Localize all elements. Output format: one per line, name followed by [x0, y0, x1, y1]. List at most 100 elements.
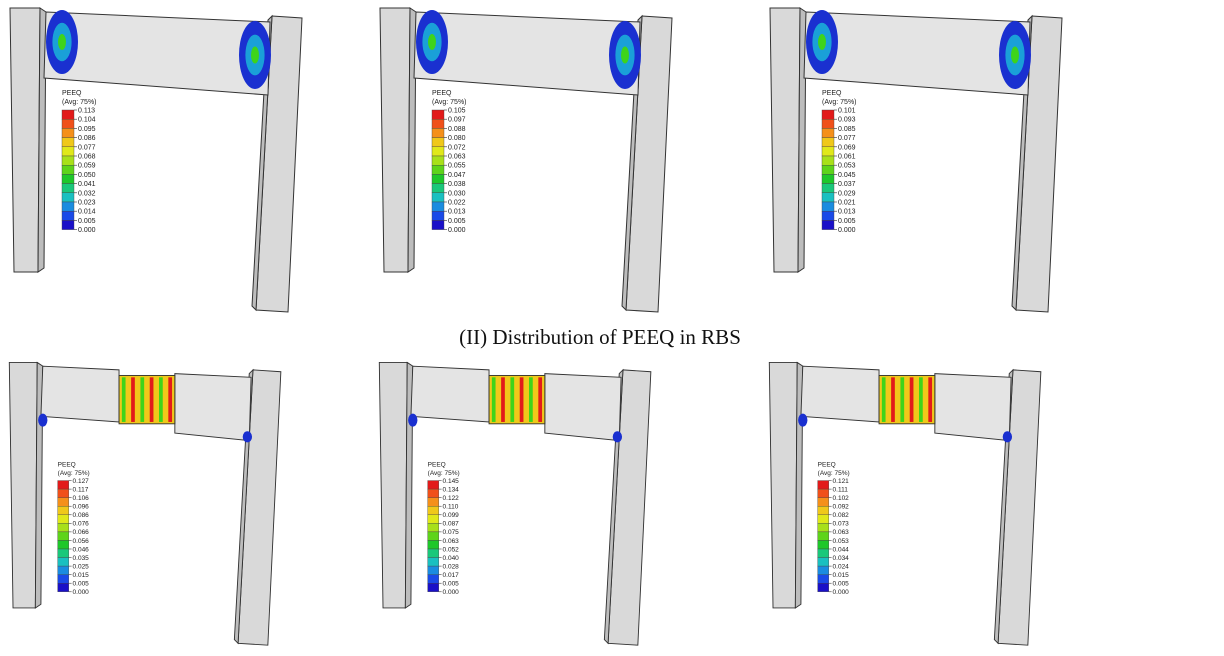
legend-label: 0.000: [443, 589, 460, 596]
plastic-zone: [621, 47, 629, 64]
legend-label: 0.117: [73, 486, 89, 493]
rbs-stripe: [122, 377, 126, 422]
legend-label: 0.085: [838, 126, 856, 133]
beam: [414, 12, 640, 95]
legend-band: [818, 481, 829, 490]
legend-subtitle: (Avg: 75%): [62, 99, 97, 106]
legend-label: 0.032: [78, 190, 96, 197]
rbs-stripe: [131, 377, 135, 422]
legend-label: 0.017: [443, 572, 460, 579]
legend-label: 0.028: [443, 563, 460, 570]
rbs-stripe: [501, 377, 505, 422]
legend-band: [62, 147, 74, 156]
legend-band: [822, 202, 834, 211]
legend-band: [58, 532, 69, 541]
legend-label: 0.145: [443, 478, 460, 485]
legend-label: 0.005: [443, 581, 460, 588]
left-column: [770, 8, 800, 272]
legend-title: PEEQ: [822, 90, 842, 97]
legend-label: 0.053: [833, 538, 850, 545]
legend-band: [818, 549, 829, 558]
legend-band: [58, 498, 69, 507]
legend-band: [432, 156, 444, 165]
legend-label: 0.014: [78, 209, 96, 216]
legend-label: 0.134: [443, 486, 460, 493]
legend-band: [432, 128, 444, 137]
legend-label: 0.005: [73, 581, 90, 588]
legend-band: [822, 220, 834, 229]
legend-band: [432, 165, 444, 174]
legend-label: 0.105: [448, 108, 466, 115]
legend-label: 0.013: [448, 209, 466, 216]
legend-band: [428, 506, 439, 515]
legend-label: 0.099: [443, 512, 460, 519]
legend-band: [428, 540, 439, 549]
legend-label: 0.086: [73, 512, 90, 519]
legend-band: [428, 549, 439, 558]
legend-band: [822, 128, 834, 137]
legend-label: 0.005: [78, 218, 96, 225]
rbs-stripe: [538, 377, 542, 422]
legend-label: 0.056: [73, 538, 90, 545]
legend-label: 0.104: [78, 117, 96, 124]
legend-band: [428, 515, 439, 524]
legend-band: [58, 540, 69, 549]
legend-label: 0.069: [838, 144, 856, 151]
legend-label: 0.082: [833, 512, 850, 519]
legend-label: 0.095: [78, 126, 96, 133]
legend-band: [818, 523, 829, 532]
legend-label: 0.015: [833, 572, 850, 579]
legend-band: [428, 532, 439, 541]
legend-label: 0.005: [833, 581, 850, 588]
rbs-stripe: [510, 377, 514, 422]
legend-label: 0.000: [448, 227, 466, 234]
legend-subtitle: (Avg: 75%): [822, 99, 857, 106]
legend-band: [58, 523, 69, 532]
legend-label: 0.092: [833, 504, 850, 511]
legend-subtitle: (Avg: 75%): [428, 470, 460, 477]
rbs-stripe: [919, 377, 923, 422]
legend-label: 0.122: [443, 495, 460, 502]
legend-label: 0.086: [78, 135, 96, 142]
legend-label: 0.076: [73, 521, 90, 528]
legend-band: [432, 119, 444, 128]
caption: (II) Distribution of PEEQ in RBS: [459, 325, 741, 349]
legend-label: 0.000: [833, 589, 850, 596]
plastic-zone: [613, 431, 622, 442]
legend-band: [428, 481, 439, 490]
legend-label: 0.063: [833, 529, 850, 536]
beam-left: [801, 366, 879, 422]
legend-band: [62, 156, 74, 165]
legend-label: 0.077: [78, 144, 96, 151]
rbs-stripe: [159, 377, 163, 422]
plastic-zone: [428, 34, 436, 50]
legend-label: 0.097: [448, 117, 466, 124]
legend-label: 0.080: [448, 135, 466, 142]
legend-band: [62, 202, 74, 211]
legend-label: 0.000: [78, 227, 96, 234]
legend-title: PEEQ: [58, 462, 76, 469]
legend-band: [428, 575, 439, 584]
legend-label: 0.063: [448, 154, 466, 161]
panel: PEEQ(Avg: 75%)0.1270.1170.1060.0960.0860…: [9, 362, 281, 645]
legend-band: [432, 110, 444, 119]
legend-label: 0.030: [448, 190, 466, 197]
legend-band: [432, 202, 444, 211]
legend-label: 0.113: [78, 108, 95, 115]
legend-label: 0.038: [448, 181, 466, 188]
beam-right: [175, 374, 251, 441]
panel: PEEQ(Avg: 75%)0.1050.0970.0880.0800.0720…: [380, 8, 672, 312]
legend-band: [432, 174, 444, 183]
legend-band: [822, 110, 834, 119]
legend-band: [62, 138, 74, 147]
beam: [44, 12, 270, 95]
plastic-zone: [58, 34, 66, 50]
legend-label: 0.035: [73, 555, 90, 562]
legend-label: 0.005: [448, 218, 466, 225]
plastic-zone: [408, 414, 417, 427]
legend-label: 0.040: [443, 555, 460, 562]
legend-label: 0.037: [838, 181, 856, 188]
legend-band: [822, 193, 834, 202]
legend-band: [62, 174, 74, 183]
left-column: [769, 362, 797, 608]
